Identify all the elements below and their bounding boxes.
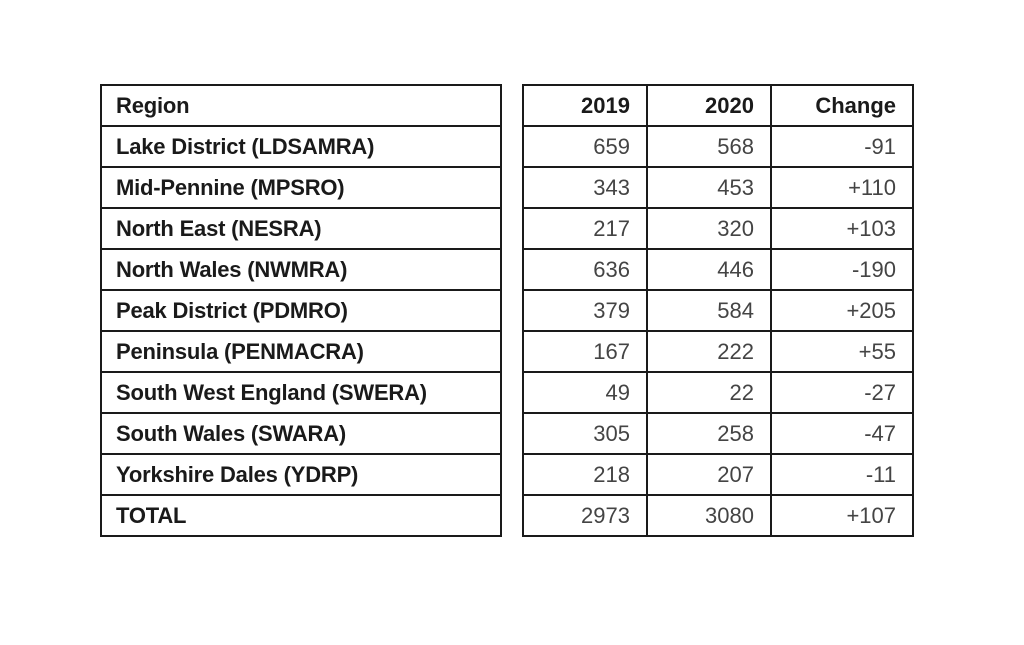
region-cell: Mid-Pennine (MPSRO) xyxy=(100,166,502,209)
total-label-cell: TOTAL xyxy=(100,494,502,537)
value-2019-cell: 218 xyxy=(522,453,648,496)
change-cell: -91 xyxy=(770,125,914,168)
table-row: 49 22 -27 xyxy=(522,371,914,414)
values-table-body: 2019 2020 Change 659 568 -91 343 453 +11… xyxy=(522,84,914,537)
values-header-row: 2019 2020 Change xyxy=(522,84,914,127)
value-2020-cell: 207 xyxy=(646,453,772,496)
region-cell: South Wales (SWARA) xyxy=(100,412,502,455)
table-row: North East (NESRA) xyxy=(100,207,502,250)
value-2019-cell: 167 xyxy=(522,330,648,373)
value-2019-cell: 49 xyxy=(522,371,648,414)
change-cell: +110 xyxy=(770,166,914,209)
region-header-row: Region xyxy=(100,84,502,127)
total-2019-cell: 2973 xyxy=(522,494,648,537)
table-row: 636 446 -190 xyxy=(522,248,914,291)
change-column-header: Change xyxy=(770,84,914,127)
value-2019-cell: 305 xyxy=(522,412,648,455)
value-2020-cell: 446 xyxy=(646,248,772,291)
table-row: Yorkshire Dales (YDRP) xyxy=(100,453,502,496)
table-row: 218 207 -11 xyxy=(522,453,914,496)
table-row: 659 568 -91 xyxy=(522,125,914,168)
change-cell: +55 xyxy=(770,330,914,373)
total-2020-cell: 3080 xyxy=(646,494,772,537)
region-table-body: Region Lake District (LDSAMRA) Mid-Penni… xyxy=(100,84,502,537)
value-2019-cell: 343 xyxy=(522,166,648,209)
value-2020-cell: 568 xyxy=(646,125,772,168)
region-cell: Yorkshire Dales (YDRP) xyxy=(100,453,502,496)
table-row: 305 258 -47 xyxy=(522,412,914,455)
region-cell: South West England (SWERA) xyxy=(100,371,502,414)
value-2019-cell: 379 xyxy=(522,289,648,332)
value-2020-cell: 453 xyxy=(646,166,772,209)
table-row: Peak District (PDMRO) xyxy=(100,289,502,332)
table-row: Peninsula (PENMACRA) xyxy=(100,330,502,373)
total-row: TOTAL xyxy=(100,494,502,537)
region-cell: Peak District (PDMRO) xyxy=(100,289,502,332)
change-cell: +205 xyxy=(770,289,914,332)
region-cell: North East (NESRA) xyxy=(100,207,502,250)
change-cell: -27 xyxy=(770,371,914,414)
value-2020-cell: 258 xyxy=(646,412,772,455)
change-cell: -47 xyxy=(770,412,914,455)
value-2020-cell: 584 xyxy=(646,289,772,332)
table-row: 379 584 +205 xyxy=(522,289,914,332)
region-table: Region Lake District (LDSAMRA) Mid-Penni… xyxy=(100,84,502,537)
table-row: Mid-Pennine (MPSRO) xyxy=(100,166,502,209)
table-row: 167 222 +55 xyxy=(522,330,914,373)
region-cell: Lake District (LDSAMRA) xyxy=(100,125,502,168)
table-row: Lake District (LDSAMRA) xyxy=(100,125,502,168)
total-change-cell: +107 xyxy=(770,494,914,537)
values-table: 2019 2020 Change 659 568 -91 343 453 +11… xyxy=(522,84,914,537)
value-2020-cell: 22 xyxy=(646,371,772,414)
year-2020-column-header: 2020 xyxy=(646,84,772,127)
table-row: North Wales (NWMRA) xyxy=(100,248,502,291)
table-row: South West England (SWERA) xyxy=(100,371,502,414)
table-row: South Wales (SWARA) xyxy=(100,412,502,455)
change-cell: -11 xyxy=(770,453,914,496)
year-2019-column-header: 2019 xyxy=(522,84,648,127)
value-2019-cell: 659 xyxy=(522,125,648,168)
table-row: 217 320 +103 xyxy=(522,207,914,250)
region-cell: Peninsula (PENMACRA) xyxy=(100,330,502,373)
change-cell: -190 xyxy=(770,248,914,291)
change-cell: +103 xyxy=(770,207,914,250)
region-column-header: Region xyxy=(100,84,502,127)
total-row: 2973 3080 +107 xyxy=(522,494,914,537)
table-row: 343 453 +110 xyxy=(522,166,914,209)
region-cell: North Wales (NWMRA) xyxy=(100,248,502,291)
value-2020-cell: 320 xyxy=(646,207,772,250)
value-2020-cell: 222 xyxy=(646,330,772,373)
value-2019-cell: 217 xyxy=(522,207,648,250)
value-2019-cell: 636 xyxy=(522,248,648,291)
